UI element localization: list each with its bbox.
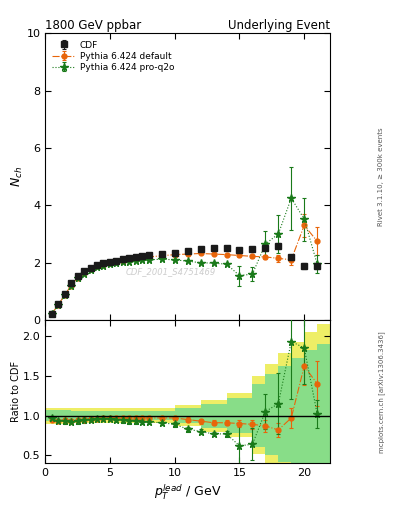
Bar: [226, 393, 252, 437]
Bar: [278, 353, 291, 472]
Bar: [71, 411, 97, 420]
X-axis label: $p_T^{lead}$ / GeV: $p_T^{lead}$ / GeV: [154, 482, 222, 502]
Bar: [252, 376, 265, 454]
Bar: [71, 409, 97, 423]
Bar: [265, 374, 278, 455]
Bar: [149, 411, 175, 420]
Legend: CDF, Pythia 6.424 default, Pythia 6.424 pro-q2o: CDF, Pythia 6.424 default, Pythia 6.424 …: [50, 38, 177, 75]
Bar: [317, 344, 330, 478]
Y-axis label: Ratio to CDF: Ratio to CDF: [11, 361, 21, 422]
Bar: [278, 366, 291, 462]
Bar: [291, 343, 304, 478]
Bar: [304, 332, 317, 483]
Text: mcplots.cern.ch [arXiv:1306.3436]: mcplots.cern.ch [arXiv:1306.3436]: [378, 331, 385, 453]
Bar: [97, 411, 123, 420]
Bar: [265, 364, 278, 463]
Text: Rivet 3.1.10, ≥ 300k events: Rivet 3.1.10, ≥ 300k events: [378, 127, 384, 226]
Bar: [97, 409, 123, 423]
Bar: [45, 410, 71, 421]
Y-axis label: $N_{ch}$: $N_{ch}$: [10, 166, 25, 187]
Text: 1800 GeV ppbar: 1800 GeV ppbar: [45, 19, 141, 32]
Bar: [317, 324, 330, 487]
Bar: [226, 398, 252, 433]
Bar: [291, 358, 304, 467]
Bar: [123, 411, 149, 420]
Bar: [123, 409, 149, 423]
Bar: [200, 400, 226, 432]
Bar: [304, 350, 317, 473]
Bar: [252, 383, 265, 447]
Bar: [175, 408, 200, 423]
Text: Underlying Event: Underlying Event: [228, 19, 330, 32]
Text: CDF_2001_S4751469: CDF_2001_S4751469: [125, 267, 216, 276]
Bar: [200, 403, 226, 428]
Bar: [175, 405, 200, 426]
Bar: [45, 408, 71, 423]
Bar: [149, 409, 175, 423]
